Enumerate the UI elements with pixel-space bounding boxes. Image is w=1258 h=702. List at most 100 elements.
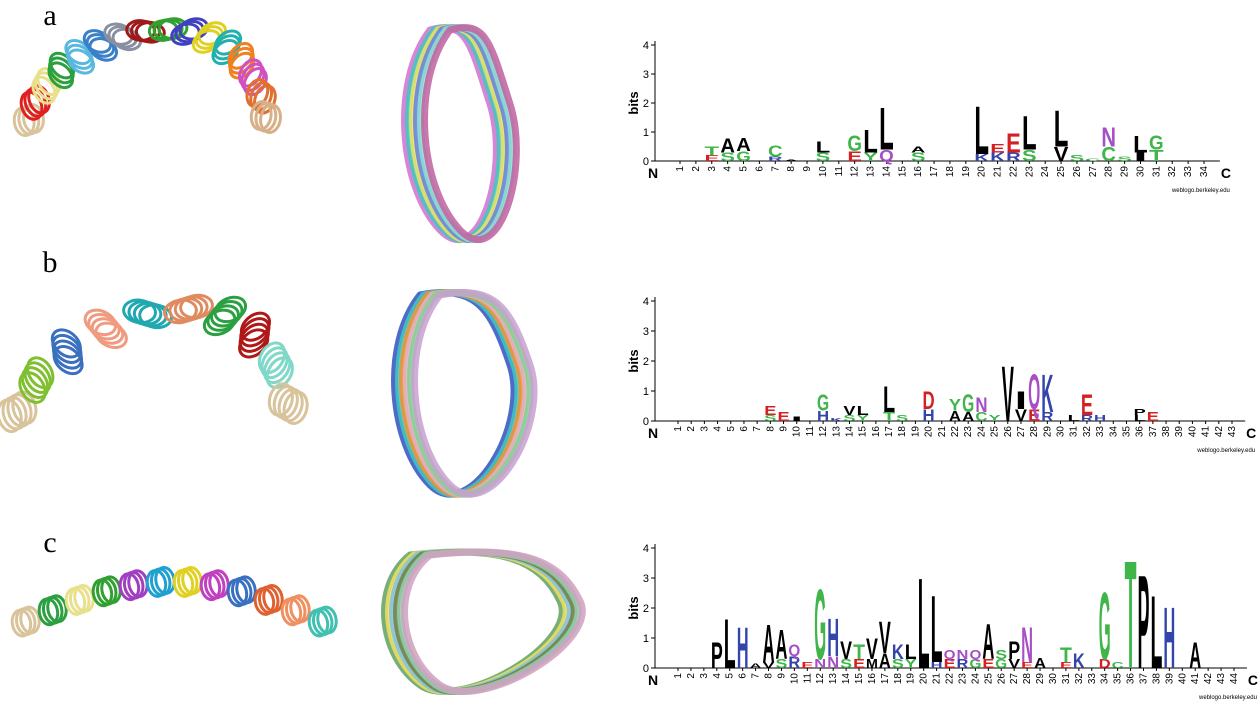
helix-turn xyxy=(0,398,23,434)
helix-turn xyxy=(134,20,166,44)
logo-letter: H xyxy=(931,661,943,670)
logo-letter: E xyxy=(764,404,776,418)
logo-letter: V xyxy=(840,637,852,665)
logo-letter: I xyxy=(791,415,803,422)
logo-letter: T xyxy=(1125,528,1137,701)
position-label: 1 xyxy=(673,426,684,432)
helix-turn xyxy=(82,29,113,54)
position-label: 38 xyxy=(1151,673,1162,685)
helix-turn xyxy=(64,587,87,616)
logo-letter: K xyxy=(892,641,904,664)
n-terminus: N xyxy=(648,425,658,441)
position-label: 22 xyxy=(1008,166,1019,178)
position-label: 5 xyxy=(725,673,736,679)
helix-turn xyxy=(238,58,264,88)
position-label: 37 xyxy=(1138,673,1149,685)
helix-turn xyxy=(239,311,271,342)
y-tick-label: 2 xyxy=(643,98,649,110)
y-tick-label: 2 xyxy=(643,603,649,615)
position-label: 21 xyxy=(993,166,1004,178)
c-terminus: C xyxy=(1248,672,1258,688)
position-label: 29 xyxy=(1042,426,1053,438)
position-label: 34 xyxy=(1199,166,1210,178)
logo-letter: S xyxy=(816,150,831,163)
logo-letter: R xyxy=(1041,410,1053,424)
logo-letter: H xyxy=(1094,414,1106,423)
logo-letter: P xyxy=(1134,408,1146,417)
position-label: 10 xyxy=(792,426,803,438)
position-label: 42 xyxy=(1214,426,1225,438)
position-label: 2 xyxy=(686,673,697,679)
logo-letter: V xyxy=(763,661,775,670)
position-label: 30 xyxy=(1056,426,1067,438)
y-axis-title: bits xyxy=(626,349,641,372)
position-label: 18 xyxy=(893,673,904,685)
helix-turn xyxy=(239,317,271,348)
position-label: 7 xyxy=(752,426,763,432)
position-label: 13 xyxy=(866,166,877,178)
logo-letter: Q xyxy=(969,648,981,662)
logo-letter: G xyxy=(847,131,862,156)
helix-turn xyxy=(65,43,94,70)
helix-turn xyxy=(18,371,47,404)
position-label: 7 xyxy=(751,673,762,679)
helix-turn xyxy=(307,608,330,638)
logo-letter: N xyxy=(975,394,987,417)
logo-letter: Y xyxy=(863,150,878,163)
helix-turn xyxy=(87,312,121,341)
logo-letter: G xyxy=(969,657,981,671)
position-label: 16 xyxy=(913,166,924,178)
position-label: 24 xyxy=(970,673,981,685)
logo-letter: S xyxy=(775,657,787,671)
position-label: 3 xyxy=(707,166,718,172)
position-label: 12 xyxy=(815,673,826,685)
logo-letter: E xyxy=(853,657,865,671)
y-tick-label: 1 xyxy=(643,386,649,398)
logo-letter: L xyxy=(863,123,878,159)
logo-letter: A xyxy=(720,134,735,156)
logo-letter: G xyxy=(1149,132,1164,154)
position-label: 19 xyxy=(961,166,972,178)
logo-letter: E xyxy=(982,657,994,671)
position-label: 6 xyxy=(739,426,750,432)
logo-letter: N xyxy=(957,648,969,662)
position-label: 42 xyxy=(1203,673,1214,685)
position-label: 12 xyxy=(850,166,861,178)
logo-letter: V xyxy=(1054,143,1069,165)
helix-turn xyxy=(91,578,114,608)
position-label: 15 xyxy=(897,166,908,178)
helix-turn xyxy=(10,608,33,638)
panel-label: b xyxy=(43,246,58,279)
logo-letter: R xyxy=(1006,150,1021,163)
logo-letter: V xyxy=(1015,406,1027,425)
logo-letter: E xyxy=(990,142,1005,155)
logo-letter: L xyxy=(974,92,989,169)
position-label: 35 xyxy=(1121,426,1132,438)
backbone-tube xyxy=(421,24,520,243)
helix-turn xyxy=(280,597,303,627)
helix-turn xyxy=(118,572,141,602)
position-label: 11 xyxy=(805,426,816,437)
logo-letter: T xyxy=(1149,147,1164,165)
position-label: 14 xyxy=(841,673,852,685)
position-label: 15 xyxy=(858,426,869,438)
logo-letter: Q xyxy=(944,648,956,662)
logo-letter: A xyxy=(949,408,961,424)
position-label: 13 xyxy=(831,426,842,438)
position-label: 31 xyxy=(1151,166,1162,178)
c-terminus: C xyxy=(1221,165,1231,181)
logo-letter: S xyxy=(995,648,1007,662)
position-label: 26 xyxy=(996,673,1007,685)
credit: weblogo.berkeley.edu xyxy=(1171,188,1230,194)
logo-letter: S xyxy=(720,150,735,163)
logo-letter: K xyxy=(1041,364,1053,425)
logo-letter: A xyxy=(750,662,762,669)
position-label: 8 xyxy=(786,166,797,172)
helix-turn xyxy=(138,303,174,330)
logo-letter: E xyxy=(704,154,719,163)
helix-turn xyxy=(52,345,84,376)
helix-turn xyxy=(245,78,270,109)
logo-letter: S xyxy=(840,657,852,671)
helix-turn xyxy=(64,38,93,66)
logo-letter: E xyxy=(944,657,956,671)
